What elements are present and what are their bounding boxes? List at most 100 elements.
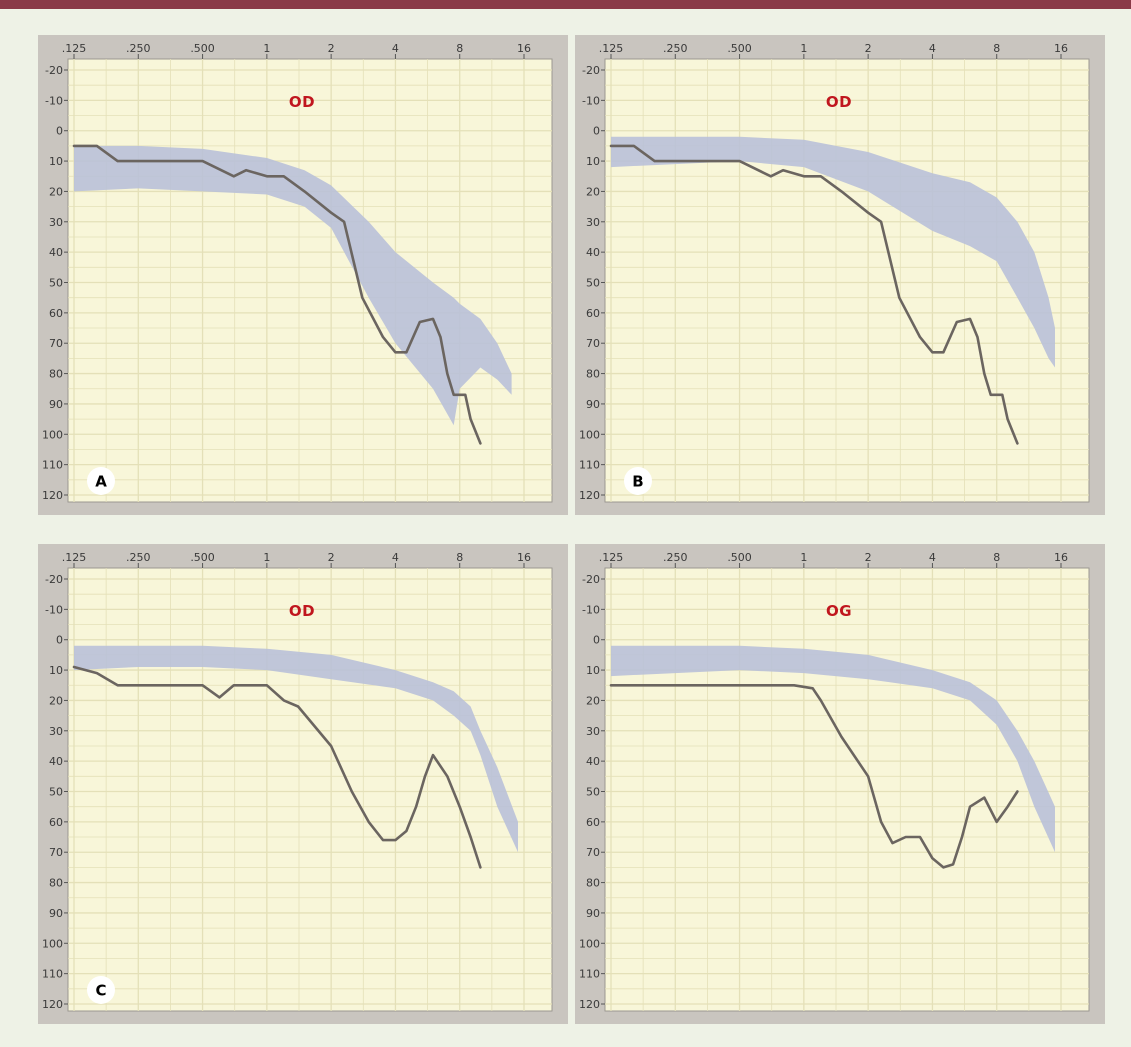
- x-tick-label: 16: [1054, 551, 1068, 564]
- ear-label: OD: [289, 93, 315, 111]
- normal-range-band: [611, 136, 1055, 368]
- y-tick-label: 30: [49, 216, 63, 229]
- y-tick-label: 30: [586, 725, 600, 738]
- grid-lines: [68, 568, 552, 1011]
- x-tick-label: .500: [727, 551, 752, 564]
- y-tick-label: 40: [49, 246, 63, 259]
- y-tick-label: 0: [56, 125, 63, 138]
- x-tick-label: 4: [929, 42, 936, 55]
- y-tick-label: 80: [586, 368, 600, 381]
- audiogram-chart: .125 .250 .500 1 2 4 8 16 -20 -10 0 10 20 30 40 50 60 70 8…: [38, 35, 568, 515]
- panel-letter: C: [95, 982, 106, 1000]
- y-tick-label: 50: [586, 786, 600, 799]
- x-tick-label: 1: [263, 42, 270, 55]
- y-tick-label: 110: [42, 459, 63, 472]
- y-tick-label: 100: [579, 428, 600, 441]
- plot-area: [67, 567, 553, 1012]
- panel-letter: A: [95, 473, 107, 491]
- x-tick-label: .500: [190, 551, 215, 564]
- y-tick-label: 20: [586, 694, 600, 707]
- y-tick-label: -10: [45, 94, 63, 107]
- x-tick-label: .500: [190, 42, 215, 55]
- plot-area: [604, 567, 1090, 1012]
- y-tick-label: 60: [586, 307, 600, 320]
- y-tick-label: 120: [579, 998, 600, 1011]
- x-tick-label: 1: [800, 551, 807, 564]
- y-tick-label: 100: [42, 428, 63, 441]
- audiogram-chart: .125 .250 .500 1 2 4 8 16 -20 -10 0 10 20 30 40 50 60 70 8…: [38, 544, 568, 1024]
- y-tick-label: 50: [49, 277, 63, 290]
- y-tick-label: 70: [49, 846, 63, 859]
- y-tick-label: 120: [579, 489, 600, 502]
- audiogram-panel-a: .125 .250 .500 1 2 4 8 16 -20 -10 0 10 20 30 40 50 60 70 8…: [38, 35, 568, 515]
- x-tick-label: .125: [62, 551, 87, 564]
- y-tick-label: 110: [579, 968, 600, 981]
- audiogram-panel-og: .125 .250 .500 1 2 4 8 16 -20 -10 0 10 20 30 40 50 60 70 8…: [575, 544, 1105, 1024]
- hearing-threshold-line: [72, 144, 482, 445]
- x-tick-label: 4: [392, 551, 399, 564]
- x-tick-label: 2: [328, 551, 335, 564]
- x-tick-label: 4: [392, 42, 399, 55]
- x-tick-label: 16: [517, 42, 531, 55]
- x-tick-label: .500: [727, 42, 752, 55]
- normal-range-band: [74, 145, 512, 426]
- x-tick-label: 1: [800, 42, 807, 55]
- x-tick-label: 2: [865, 42, 872, 55]
- ear-label: OG: [826, 602, 852, 620]
- x-tick-label: 1: [263, 551, 270, 564]
- y-tick-label: 30: [49, 725, 63, 738]
- x-tick-label: .125: [599, 42, 624, 55]
- ear-label: OD: [289, 602, 315, 620]
- y-tick-label: -10: [582, 94, 600, 107]
- x-tick-label: .125: [62, 42, 87, 55]
- audiogram-panel-b: .125 .250 .500 1 2 4 8 16 -20 -10 0 10 20 30 40 50 60 70 8…: [575, 35, 1105, 515]
- y-tick-label: 60: [586, 816, 600, 829]
- x-tick-label: 8: [456, 42, 463, 55]
- header-accent-bar: [0, 0, 1131, 9]
- x-tick-label: .250: [126, 42, 150, 55]
- y-tick-label: -20: [45, 64, 63, 77]
- y-tick-label: 0: [593, 634, 600, 647]
- y-tick-label: 90: [49, 907, 63, 920]
- y-tick-label: 80: [49, 877, 63, 890]
- y-tick-label: 80: [586, 877, 600, 890]
- plot-area: [67, 58, 553, 503]
- y-tick-label: -10: [45, 603, 63, 616]
- y-tick-label: 110: [579, 459, 600, 472]
- y-tick-label: 20: [586, 185, 600, 198]
- y-tick-label: -20: [582, 573, 600, 586]
- x-tick-label: 2: [865, 551, 872, 564]
- y-tick-label: 0: [593, 125, 600, 138]
- panel-letter-badge: C: [87, 976, 115, 1004]
- panel-letter: B: [632, 473, 643, 491]
- hearing-threshold-line: [609, 144, 1019, 445]
- ear-label: OD: [826, 93, 852, 111]
- x-tick-label: .125: [599, 551, 624, 564]
- audiogram-chart: .125 .250 .500 1 2 4 8 16 -20 -10 0 10 20 30 40 50 60 70 8…: [575, 544, 1105, 1024]
- y-tick-label: 120: [42, 998, 63, 1011]
- x-tick-label: 8: [993, 42, 1000, 55]
- y-tick-label: 60: [49, 307, 63, 320]
- normal-range-band: [611, 645, 1055, 853]
- x-tick-label: 8: [456, 551, 463, 564]
- y-tick-label: 120: [42, 489, 63, 502]
- y-tick-label: 50: [586, 277, 600, 290]
- y-tick-label: 10: [49, 155, 63, 168]
- y-tick-label: 70: [586, 337, 600, 350]
- y-tick-label: 0: [56, 634, 63, 647]
- hearing-threshold-line: [609, 684, 1019, 869]
- hearing-threshold-line: [72, 665, 482, 869]
- y-tick-label: 100: [579, 937, 600, 950]
- y-tick-label: 40: [586, 246, 600, 259]
- y-tick-label: 20: [49, 185, 63, 198]
- audiogram-panel-c: .125 .250 .500 1 2 4 8 16 -20 -10 0 10 20 30 40 50 60 70 8…: [38, 544, 568, 1024]
- x-tick-label: 16: [1054, 42, 1068, 55]
- y-tick-label: 70: [586, 846, 600, 859]
- x-tick-label: 16: [517, 551, 531, 564]
- y-tick-label: 40: [49, 755, 63, 768]
- y-tick-label: 50: [49, 786, 63, 799]
- y-tick-label: 110: [42, 968, 63, 981]
- y-tick-label: 10: [586, 155, 600, 168]
- y-tick-label: 30: [586, 216, 600, 229]
- y-tick-label: 80: [49, 368, 63, 381]
